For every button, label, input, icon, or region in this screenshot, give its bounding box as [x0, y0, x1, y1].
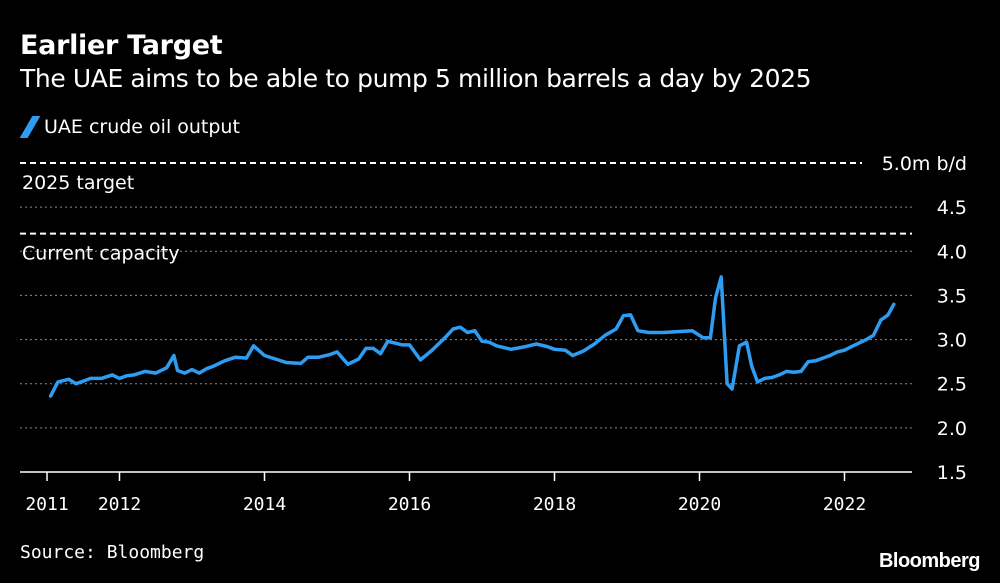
x-tick-label-6: 2022 [823, 494, 866, 515]
source-note: Source: Bloomberg [20, 542, 205, 563]
chart-subtitle: The UAE aims to be able to pump 5 millio… [20, 64, 812, 93]
series-lines [48, 275, 896, 398]
x-tick-label-3: 2016 [388, 494, 431, 515]
x-tick-label-4: 2018 [533, 494, 576, 515]
y-tick-label-5: 4.0 [937, 241, 967, 263]
reference-lines: 2025 target Current capacity [20, 162, 912, 265]
reference-label-0: 2025 target [22, 172, 134, 194]
x-tick-label-0: 2011 [25, 494, 68, 515]
x-tick-label-2: 2014 [243, 494, 286, 515]
y-axis: 1.5 2.0 2.5 3.0 3.5 4.0 4.5 5.0m b/d [882, 153, 967, 484]
chart-title: Earlier Target [20, 30, 223, 61]
x-axis: 2011 2012 2014 2016 2018 2020 2022 [25, 472, 866, 515]
series-line-0 [48, 275, 896, 398]
y-tick-label-2: 2.5 [937, 374, 967, 396]
grid-lines [20, 206, 912, 473]
y-tick-label-6: 4.5 [937, 197, 967, 219]
y-tick-label-3: 3.0 [937, 330, 967, 352]
y-tick-label-7: 5.0m b/d [882, 153, 967, 175]
legend-label: UAE crude oil output [44, 116, 240, 138]
legend: UAE crude oil output [19, 116, 240, 138]
y-tick-label-1: 2.0 [937, 418, 967, 440]
brand-logo: Bloomberg [878, 550, 981, 572]
y-tick-label-0: 1.5 [937, 462, 967, 484]
reference-label-1: Current capacity [22, 243, 180, 265]
y-tick-label-4: 3.5 [937, 285, 967, 307]
x-tick-label-1: 2012 [98, 494, 141, 515]
x-tick-label-5: 2020 [678, 494, 721, 515]
